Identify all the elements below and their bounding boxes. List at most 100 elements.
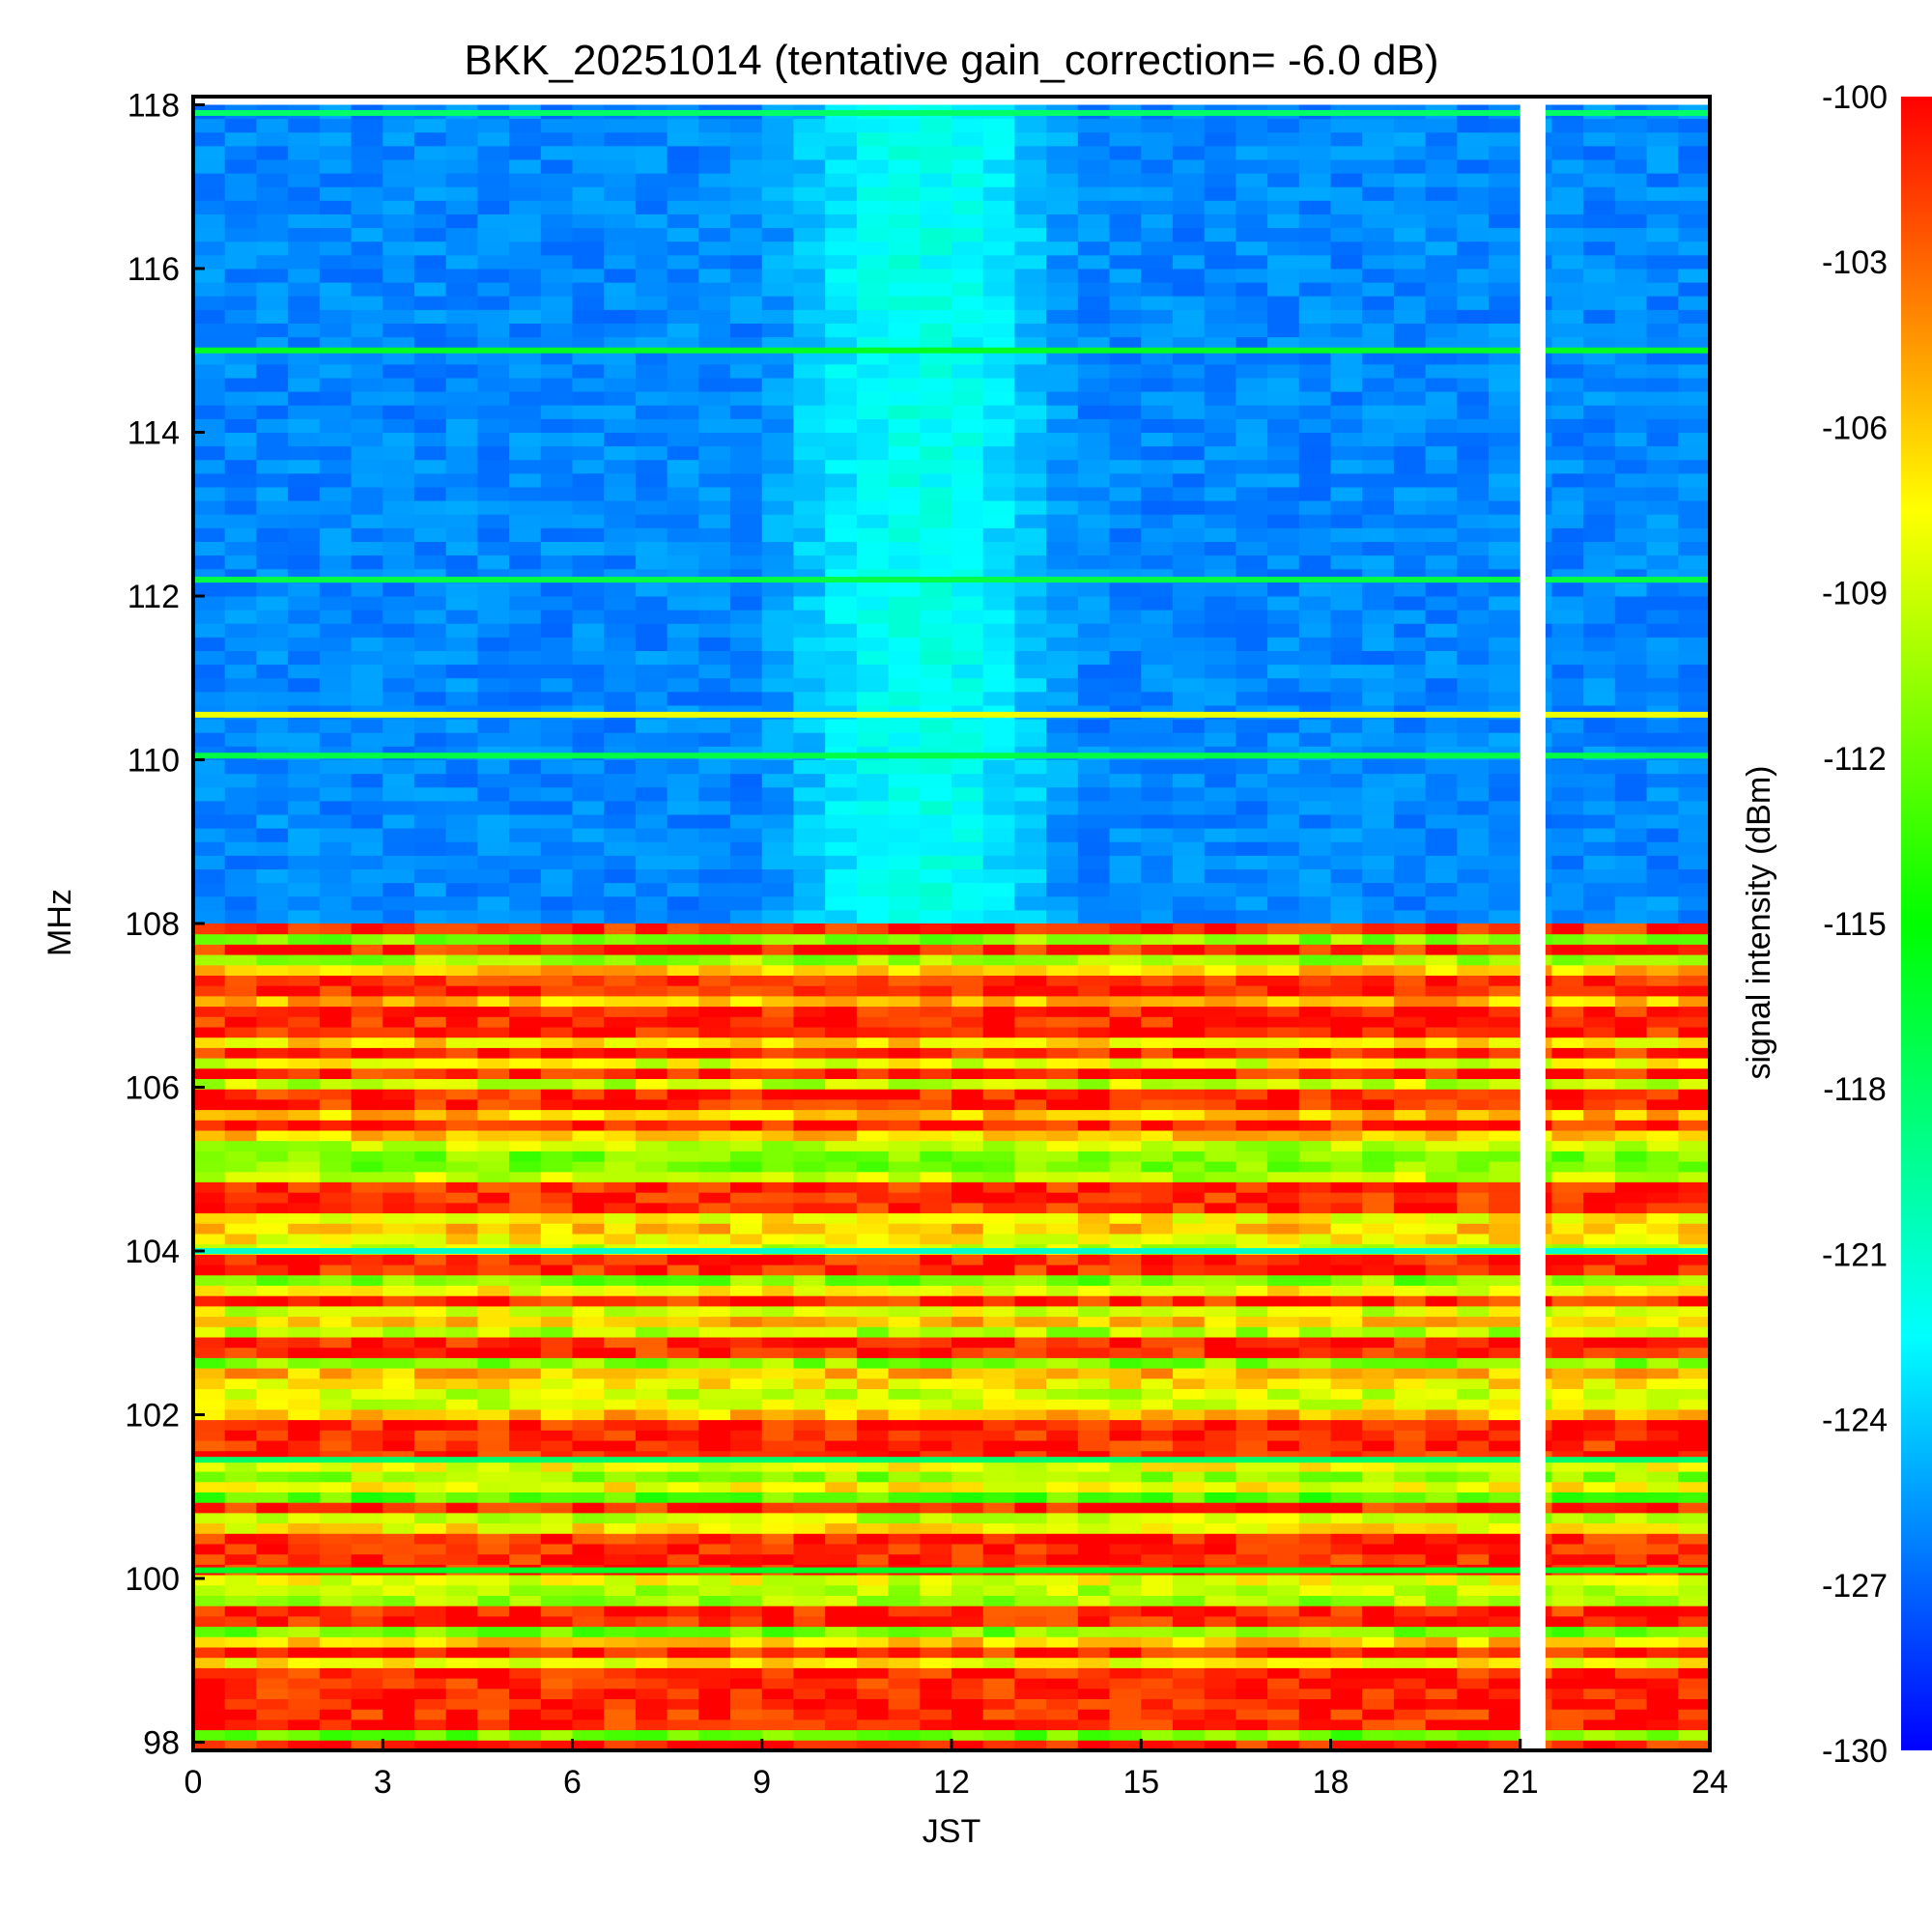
heatmap-cell (224, 541, 257, 556)
heatmap-cell (1172, 1584, 1206, 1596)
heatmap-cell (920, 131, 952, 147)
heatmap-cell (1077, 1647, 1111, 1659)
heatmap-cell (982, 1378, 1015, 1389)
heatmap-cell (1298, 664, 1331, 679)
heatmap-cell (982, 186, 1015, 201)
heatmap-cell (1425, 582, 1458, 597)
heatmap-cell (256, 1347, 289, 1358)
heatmap-cell (1109, 336, 1142, 352)
heatmap-cell (1457, 323, 1490, 338)
heatmap-cell (1267, 241, 1300, 256)
heatmap-cell (1425, 486, 1458, 501)
heatmap-cell (1457, 1553, 1490, 1565)
heatmap-cell (982, 732, 1015, 747)
heatmap-cell (383, 1368, 415, 1379)
heatmap-cell (1141, 1740, 1174, 1751)
heatmap-cell (351, 1626, 384, 1637)
heatmap-cell (1678, 895, 1711, 911)
heatmap-cell (982, 1461, 1015, 1472)
heatmap-cell (1678, 131, 1711, 147)
heatmap-cell (1014, 145, 1047, 160)
heatmap-cell (540, 1522, 573, 1534)
heatmap-cell (351, 268, 384, 283)
heatmap-cell (477, 1512, 510, 1524)
heatmap-cell (1678, 282, 1711, 297)
heatmap-cell (413, 296, 447, 310)
heatmap-cell (572, 363, 605, 379)
heatmap-cell (1236, 759, 1268, 775)
heatmap-cell (1204, 350, 1236, 365)
heatmap-cell (383, 1667, 415, 1679)
heatmap-cell (256, 1357, 289, 1369)
heatmap-cell (351, 1492, 384, 1503)
heatmap-cell (351, 282, 384, 297)
heatmap-cell (445, 1667, 478, 1679)
heatmap-cell (224, 719, 257, 733)
heatmap-cell (698, 1316, 731, 1327)
heatmap-cell (1298, 405, 1331, 419)
heatmap-cell (761, 895, 794, 911)
heatmap-cell (351, 855, 384, 869)
heatmap-cell (793, 1326, 826, 1338)
heatmap-cell (540, 623, 573, 638)
heatmap-cell (288, 1440, 321, 1452)
heatmap-cell (856, 637, 890, 651)
heatmap-cell (635, 1337, 668, 1349)
heatmap-cell (1298, 173, 1331, 187)
heatmap-cell (1236, 909, 1268, 924)
heatmap-cell (1583, 1512, 1616, 1524)
heatmap-cell (413, 1698, 447, 1710)
heatmap-cell (1046, 377, 1079, 392)
heatmap-cell (920, 541, 952, 556)
heatmap-cell (1614, 1430, 1648, 1441)
heatmap-cell (667, 1719, 699, 1731)
heatmap-cell (1489, 650, 1521, 666)
heatmap-cell (888, 1408, 921, 1421)
heatmap-cell (1204, 1471, 1236, 1483)
heatmap-cell (351, 732, 384, 747)
heatmap-cell (698, 336, 731, 352)
heatmap-cell (1425, 363, 1458, 379)
heatmap-cell (698, 855, 731, 869)
heatmap-cell (413, 1368, 447, 1379)
heatmap-cell (445, 664, 478, 679)
heatmap-cell (1298, 350, 1331, 365)
heatmap-cell (1236, 882, 1268, 897)
heatmap-cell (256, 1512, 289, 1524)
heatmap-cell (477, 664, 510, 679)
heatmap-cell (1551, 323, 1584, 338)
heatmap-cell (383, 1647, 415, 1659)
heatmap-cell (1267, 418, 1300, 433)
heatmap-cell (1457, 582, 1490, 597)
heatmap-cell (224, 841, 257, 856)
heatmap-cell (319, 1698, 353, 1710)
heatmap-cell (1646, 1522, 1679, 1534)
heatmap-cell (383, 145, 415, 160)
heatmap-cell (761, 759, 794, 775)
heatmap-cell (1077, 664, 1111, 679)
heatmap-cell (383, 1719, 415, 1731)
heatmap-cell (920, 200, 952, 214)
heatmap-cell (761, 582, 794, 597)
heatmap-cell (793, 418, 826, 433)
heatmap-cell (445, 459, 478, 474)
heatmap-cell (604, 677, 637, 693)
heatmap-cell (667, 1615, 699, 1628)
heatmap-cell (1077, 1595, 1111, 1606)
heatmap-cell (920, 595, 952, 611)
heatmap-cell (319, 1399, 353, 1410)
heatmap-cell (730, 1709, 763, 1720)
heatmap-cell (635, 1512, 668, 1524)
heatmap-cell (413, 405, 447, 419)
heatmap-cell (1489, 1729, 1521, 1741)
heatmap-cell (1109, 1698, 1142, 1710)
heatmap-cell (1678, 1657, 1711, 1668)
heatmap-cell (1425, 813, 1458, 829)
heatmap-cell (1425, 759, 1458, 775)
heatmap-cell (224, 1522, 257, 1534)
heatmap-cell (952, 1719, 984, 1731)
heatmap-cell (1204, 719, 1236, 733)
heatmap-cell (1551, 173, 1584, 187)
heatmap-cell (1109, 1626, 1142, 1637)
heatmap-cell (319, 459, 353, 474)
